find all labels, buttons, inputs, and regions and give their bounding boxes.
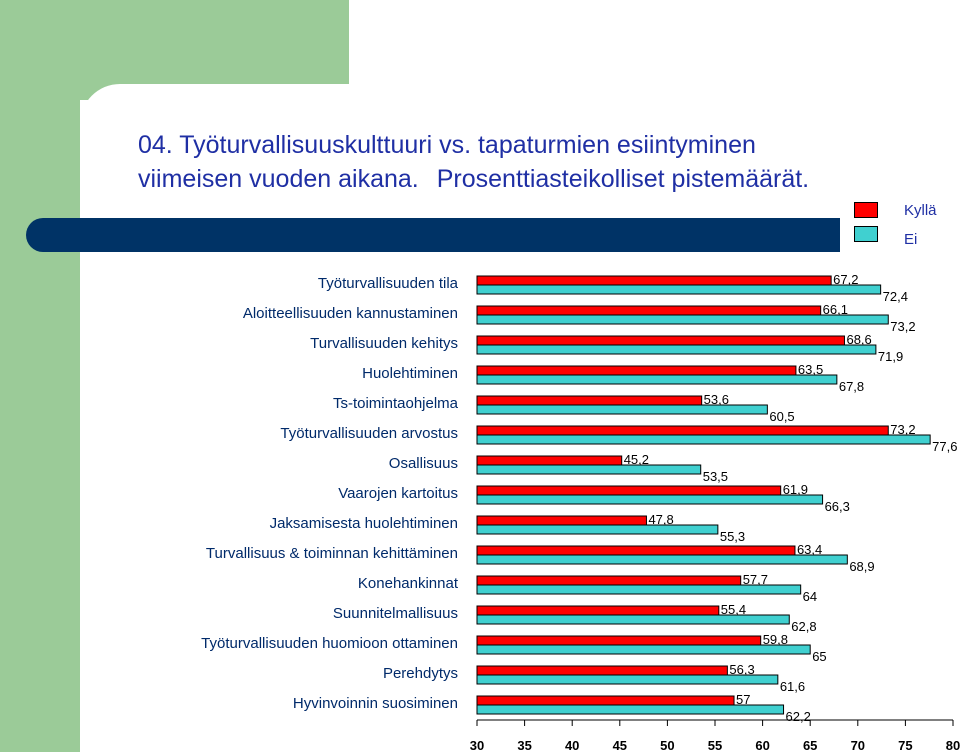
bar-ei [476,674,779,685]
bar-ei [476,704,785,715]
category-label: Työturvallisuuden arvostus [280,425,458,442]
bar-ei [476,344,877,355]
x-tick-label: 40 [565,738,579,752]
data-label: 53,5 [703,469,728,484]
data-label: 45,2 [624,452,649,467]
category-label: Ts-toimintaohjelma [333,395,459,412]
bar-ei [476,404,768,415]
bar-kylla [476,575,742,586]
bar-ei [476,614,790,625]
legend-label-ei: Ei [904,231,918,248]
category-label: Huolehtiminen [362,365,458,382]
x-tick-label: 60 [755,738,769,752]
data-label: 63,4 [797,542,822,557]
bar-ei [476,374,838,385]
bar-kylla [476,605,720,616]
data-label: 64 [803,589,817,604]
bar-kylla [476,485,782,496]
category-label: Vaarojen kartoitus [338,485,458,502]
slide-title: 04. Työturvallisuuskulttuuri vs. tapatur… [138,128,938,196]
bar-kylla [476,395,703,406]
bar-kylla [476,635,762,646]
data-label: 57 [736,692,750,707]
category-label: Työturvallisuuden tila [318,275,459,292]
data-label: 55,4 [721,602,746,617]
category-label: Työturvallisuuden huomioon ottaminen [201,635,458,652]
data-label: 67,2 [833,272,858,287]
data-label: 77,6 [932,439,957,454]
x-tick-label: 75 [898,738,912,752]
x-tick-label: 80 [946,738,960,752]
title-line-1: 04. Työturvallisuuskulttuuri vs. tapatur… [138,131,756,159]
title-line-2b: Prosenttiasteikolliset pistemäärät. [436,165,810,193]
x-tick-label: 35 [517,738,531,752]
bar-ei [476,434,931,445]
bar-ei [476,644,811,655]
data-label: 73,2 [890,319,915,334]
data-label: 73,2 [890,422,915,437]
data-label: 55,3 [720,529,745,544]
data-label: 68,6 [846,332,871,347]
background-green-block [0,0,349,100]
data-label: 60,5 [769,409,794,424]
bar-ei [476,464,702,475]
bar-kylla [476,515,647,526]
category-label: Turvallisuuden kehitys [310,335,458,352]
x-tick-label: 65 [803,738,817,752]
category-label: Konehankinnat [358,575,459,592]
category-label: Perehdytys [383,665,458,682]
data-label: 65 [812,649,826,664]
bar-ei [476,284,882,295]
category-label: Hyvinvoinnin suosiminen [293,695,458,712]
bar-kylla [476,425,889,436]
category-label: Jaksamisesta huolehtiminen [270,515,458,532]
data-label: 53,6 [704,392,729,407]
x-tick-label: 50 [660,738,674,752]
data-label: 66,3 [825,499,850,514]
x-tick-label: 30 [470,738,484,752]
bar-ei [476,584,802,595]
data-label: 68,9 [849,559,874,574]
bar-ei [476,554,848,565]
data-label: 61,9 [783,482,808,497]
x-tick-label: 45 [613,738,627,752]
data-label: 67,8 [839,379,864,394]
data-label: 59,8 [763,632,788,647]
bar-ei [476,524,719,535]
data-label: 57,7 [743,572,768,587]
bar-kylla [476,335,845,346]
background-green-strip [0,100,80,752]
bar-kylla [476,305,822,316]
data-label: 63,5 [798,362,823,377]
bar-ei [476,494,824,505]
data-label: 71,9 [878,349,903,364]
data-label: 66,1 [823,302,848,317]
title-line-2: viimeisen vuoden aikana. Prosenttiasteiko… [138,162,938,196]
category-label: Turvallisuus & toiminnan kehittäminen [206,545,458,562]
bar-kylla [476,275,832,286]
data-label: 62,2 [786,709,811,724]
category-label: Osallisuus [389,455,458,472]
data-label: 47,8 [648,512,673,527]
legend-swatch-ei [854,226,878,242]
bar-kylla [476,695,735,706]
legend-swatch-kylla [854,202,878,218]
data-label: 72,4 [883,289,908,304]
data-label: 56,3 [729,662,754,677]
bar-kylla [476,665,728,676]
data-label: 61,6 [780,679,805,694]
bar-ei [476,314,889,325]
x-tick-label: 70 [851,738,865,752]
legend-label-kylla: Kyllä [904,202,937,219]
bar-kylla [476,455,623,466]
title-line-2a: viimeisen vuoden aikana. [138,165,419,193]
category-label: Aloitteellisuuden kannustaminen [243,305,458,322]
bar-kylla [476,545,796,556]
title-band [26,218,840,252]
category-label: Suunnitelmallisuus [333,605,458,622]
bar-kylla [476,365,797,376]
data-label: 62,8 [791,619,816,634]
x-tick-label: 55 [708,738,722,752]
